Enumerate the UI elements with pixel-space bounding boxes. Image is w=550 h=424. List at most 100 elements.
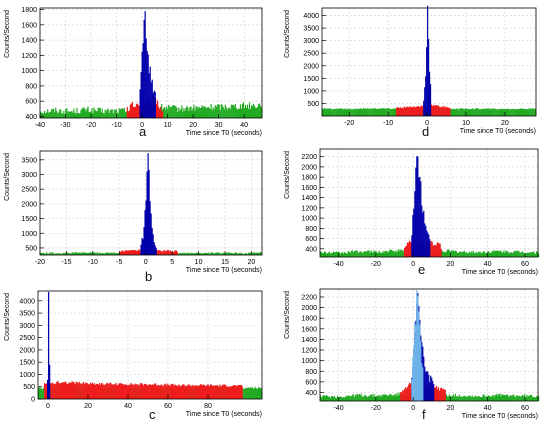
histogram-bar — [75, 113, 77, 118]
histogram-bar — [136, 103, 139, 118]
histogram-bar — [489, 396, 491, 401]
histogram-bar — [40, 387, 42, 399]
y-tick-label: 1400 — [301, 195, 317, 202]
histogram-bar — [513, 394, 515, 401]
plot-frame — [39, 7, 263, 119]
histogram-bar — [242, 102, 245, 118]
panel-d: -20 -10 0 10 20 500 1000 1500 2000 2500 3000 3500 40… — [280, 0, 550, 140]
y-tick-label: 400 — [305, 246, 317, 253]
histogram-bar — [130, 103, 133, 118]
histogram-bar — [327, 108, 330, 116]
histogram-bar — [484, 108, 486, 116]
y-tick-label: 1800 — [301, 316, 317, 323]
histogram-bar — [181, 105, 183, 118]
histogram-bar — [166, 249, 168, 255]
histogram-bar — [381, 253, 383, 257]
histogram-bar — [111, 384, 113, 399]
histogram-bar — [486, 108, 488, 116]
histogram-bar — [56, 381, 58, 399]
histogram-bar — [225, 384, 227, 399]
histogram-bar — [182, 384, 184, 399]
histogram-bar — [483, 109, 485, 116]
histogram-bar — [469, 252, 471, 257]
histogram-bar — [136, 384, 138, 399]
histogram-bar — [170, 107, 172, 118]
histogram-bar — [192, 252, 194, 255]
histogram-bar — [209, 253, 211, 255]
histogram-bar — [424, 366, 426, 401]
histogram-bar — [397, 392, 399, 401]
y-tick-label: 4000 — [303, 13, 319, 20]
histogram-bar — [495, 250, 497, 257]
histogram-bar — [106, 252, 108, 255]
histogram-bar — [521, 395, 523, 401]
histogram-bar — [446, 249, 449, 257]
x-tick-label: 60 — [164, 403, 172, 410]
histogram-bar — [463, 108, 465, 116]
histogram-bar — [502, 252, 504, 257]
histogram-bar — [65, 382, 67, 399]
histogram-bar — [204, 386, 207, 399]
x-axis-label: Time since T0 (seconds) — [462, 413, 538, 420]
histogram-bar — [217, 104, 219, 118]
histogram-bar — [501, 394, 503, 401]
histogram-bar — [211, 110, 213, 118]
histogram-bar — [507, 251, 509, 257]
histogram-bar — [245, 253, 248, 255]
histogram-bar — [241, 253, 244, 255]
histogram-bar — [476, 253, 478, 257]
histogram-bar — [172, 105, 174, 118]
y-tick-label: 1000 — [21, 68, 37, 75]
x-axis-label: Time since T0 (seconds) — [186, 267, 262, 274]
histogram-bar — [500, 396, 502, 401]
histogram-bar — [529, 252, 531, 257]
histogram-bar — [95, 110, 97, 118]
histogram-bar — [167, 109, 169, 118]
histogram-bar — [370, 394, 372, 401]
histogram-bar — [438, 243, 440, 257]
histogram-bar — [84, 252, 86, 255]
histogram-bar — [248, 387, 250, 399]
histogram-bar — [80, 110, 82, 118]
histogram-bar — [260, 252, 263, 255]
histogram-bar — [76, 252, 78, 255]
histogram-bar — [142, 385, 144, 399]
histogram-bar — [493, 396, 495, 401]
histogram-bar — [194, 385, 196, 399]
histogram-bar — [515, 109, 517, 116]
histogram-bar — [42, 112, 44, 118]
histogram-bar — [140, 72, 142, 118]
histogram-bar — [131, 384, 133, 399]
histogram-bar — [48, 292, 50, 399]
histogram-bar — [180, 385, 182, 399]
x-tick-label: 30 — [215, 122, 223, 129]
histogram-bar — [221, 105, 223, 118]
histogram-bar — [357, 108, 360, 116]
histogram-bar — [155, 247, 157, 255]
histogram-bar — [473, 253, 475, 257]
plot-f: -40 -20 0 20 40 60 400 600 800 1000 1200 1400 1600 18… — [284, 288, 540, 420]
histogram-bar — [361, 252, 363, 257]
histogram-bar — [242, 388, 244, 399]
histogram-bar — [257, 104, 260, 118]
histogram-bar — [445, 251, 448, 257]
histogram-bar — [448, 250, 451, 257]
panel-e: -40 -20 0 20 40 60 400 600 800 1000 1200 1400 1600 18… — [280, 143, 550, 283]
histogram-bar — [384, 250, 386, 257]
histogram-bar — [124, 383, 126, 399]
histogram-bar — [516, 108, 518, 116]
histogram-bar — [220, 386, 222, 399]
histogram-bar — [419, 107, 421, 116]
histogram-bar — [490, 252, 492, 257]
histogram-bar — [324, 252, 327, 257]
histogram-bar — [131, 102, 134, 118]
histogram-bar — [142, 43, 144, 119]
histogram-bar — [383, 108, 385, 116]
histogram-bar — [176, 385, 178, 399]
histogram-bar — [197, 385, 199, 399]
histogram-bar — [448, 108, 450, 116]
panel-label-e: e — [418, 262, 426, 277]
y-tick-label: 1000 — [19, 372, 35, 379]
x-axis-label: Time since T0 (seconds) — [186, 130, 262, 137]
histogram-bar — [485, 395, 487, 401]
